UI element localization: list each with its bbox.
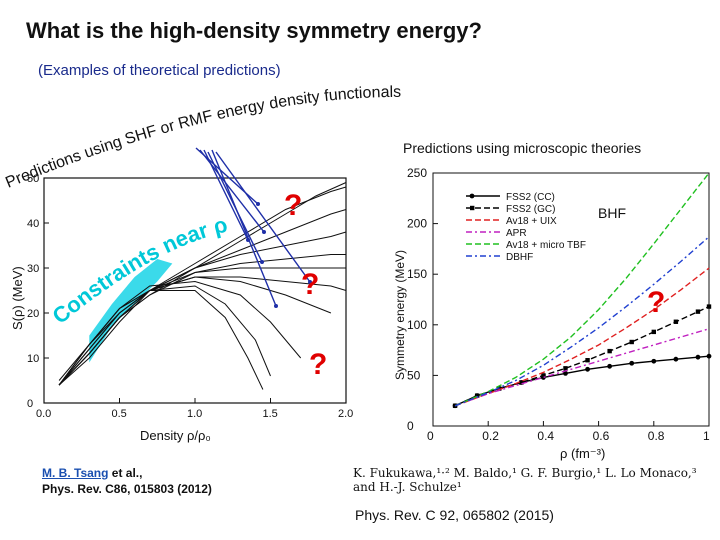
right-point xyxy=(695,309,701,314)
right-point xyxy=(706,304,712,309)
left-y-tick-label: 20 xyxy=(27,308,39,320)
pointer-dot xyxy=(256,202,260,206)
pointer-dot xyxy=(308,280,312,284)
right-x-tick-label: 0.8 xyxy=(648,429,665,443)
left-y-axis-label: S(ρ) (MeV) xyxy=(10,266,25,330)
left-x-tick-label: 2.0 xyxy=(338,408,353,420)
legend-marker xyxy=(470,205,475,211)
right-curve-4 xyxy=(454,328,710,407)
constraint-band-shape xyxy=(89,259,173,363)
left-x-tick-label: 1.5 xyxy=(263,408,278,420)
question-mark-2: ? xyxy=(301,268,320,301)
legend-entry: FSS2 (CC) xyxy=(506,192,555,203)
right-curve-5 xyxy=(454,172,710,407)
right-x-tick-label: 0.6 xyxy=(593,429,610,443)
author-link[interactable]: M. B. Tsang xyxy=(42,466,109,480)
right-y-tick-label: 250 xyxy=(407,166,427,180)
left-x-tick-label: 0.5 xyxy=(112,408,127,420)
right-x-tick-label: 0.2 xyxy=(482,429,499,443)
right-point xyxy=(474,393,480,398)
pointer-arrow xyxy=(203,149,249,241)
right-x-tick-label: 0 xyxy=(427,429,434,443)
left-x-tick-label: 1.0 xyxy=(187,408,202,420)
right-point xyxy=(563,370,568,376)
microscopic-heading: Predictions using microscopic theories xyxy=(403,140,642,156)
left-x-axis-label: Density ρ/ρ₀ xyxy=(140,428,211,443)
pointer-arrow xyxy=(215,151,311,283)
legend-entry: DBHF xyxy=(506,252,533,263)
legend-entry: Av18 + UIX xyxy=(506,216,557,227)
right-point xyxy=(651,329,656,335)
right-y-tick-label: 50 xyxy=(407,368,421,382)
right-point xyxy=(563,366,568,371)
left-curve-10 xyxy=(58,290,264,390)
right-x-tick-label: 1 xyxy=(703,429,710,443)
right-point xyxy=(607,348,612,354)
left-y-tick-label: 40 xyxy=(27,218,39,230)
legend-entry: Av18 + micro TBF xyxy=(506,240,586,251)
left-y-tick-label: 10 xyxy=(27,353,39,365)
right-x-tick-label: 0.4 xyxy=(537,429,554,443)
left-curves-group xyxy=(58,182,347,390)
pointer-dot xyxy=(260,260,264,264)
left-y-tick-label: 50 xyxy=(27,173,39,185)
right-point xyxy=(673,356,679,362)
right-point xyxy=(607,363,613,369)
question-mark-3: ? xyxy=(309,348,328,381)
right-y-tick-label: 100 xyxy=(407,318,427,332)
right-curve-3 xyxy=(454,267,710,407)
right-y-axis-label: Symmetry energy (MeV) xyxy=(393,250,407,380)
right-point xyxy=(651,358,657,364)
left-y-tick-label: 30 xyxy=(27,263,39,275)
constraint-band xyxy=(89,259,173,363)
right-plot-frame xyxy=(432,172,710,427)
reference-left: M. B. Tsang et al., Phys. Rev. C86, 0158… xyxy=(42,465,212,497)
left-curve-11 xyxy=(58,186,347,381)
right-point xyxy=(585,358,590,363)
author-rest: et al., xyxy=(108,466,143,480)
right-point xyxy=(452,403,458,408)
right-y-tick-label: 0 xyxy=(407,419,414,433)
right-point xyxy=(497,386,502,391)
reference-right-journal: Phys. Rev. C 92, 065802 (2015) xyxy=(355,507,554,523)
reference-left-authors: M. B. Tsang et al., xyxy=(42,465,212,481)
right-point xyxy=(629,360,635,366)
arrows-group xyxy=(195,147,312,308)
right-point xyxy=(541,373,546,378)
right-curve-6 xyxy=(454,236,710,407)
pointer-dot xyxy=(262,230,266,234)
right-ticks-group: 0 0.2 0.4 0.6 0.8 1 0 50 100 150 200 250 xyxy=(407,166,710,443)
pointer-arrow xyxy=(211,149,277,307)
slide-title: What is the high-density symmetry energy… xyxy=(26,18,482,43)
question-mark-1: ? xyxy=(284,189,303,222)
right-point xyxy=(585,366,590,372)
right-point xyxy=(695,354,701,360)
left-ticks-group: 0.0 0.5 1.0 1.5 2.0 0 10 20 30 40 50 xyxy=(27,173,353,420)
right-point xyxy=(673,319,679,324)
right-point xyxy=(629,339,634,345)
slide-subtitle: (Examples of theoretical predictions) xyxy=(38,62,281,79)
left-curve-5 xyxy=(58,267,346,386)
right-curves-group xyxy=(452,172,712,409)
pointer-dot xyxy=(274,304,278,308)
legend-entry: APR xyxy=(506,228,527,239)
right-y-tick-label: 200 xyxy=(407,217,427,231)
reference-right-authors: K. Fukukawa,¹·² M. Baldo,¹ G. F. Burgio,… xyxy=(353,466,697,494)
right-y-tick-label: 150 xyxy=(407,267,427,281)
right-x-axis-label: ρ (fm⁻³) xyxy=(560,446,605,461)
question-mark-4: ? xyxy=(647,286,666,319)
right-point xyxy=(519,380,524,385)
legend-marker xyxy=(469,193,475,199)
bhf-label: BHF xyxy=(598,205,626,221)
reference-left-journal: Phys. Rev. C86, 015803 (2012) xyxy=(42,482,212,496)
right-point xyxy=(706,353,712,359)
left-x-tick-label: 0.0 xyxy=(36,408,51,420)
left-y-tick-label: 0 xyxy=(27,398,33,410)
legend-entry: FSS2 (GC) xyxy=(506,204,555,215)
